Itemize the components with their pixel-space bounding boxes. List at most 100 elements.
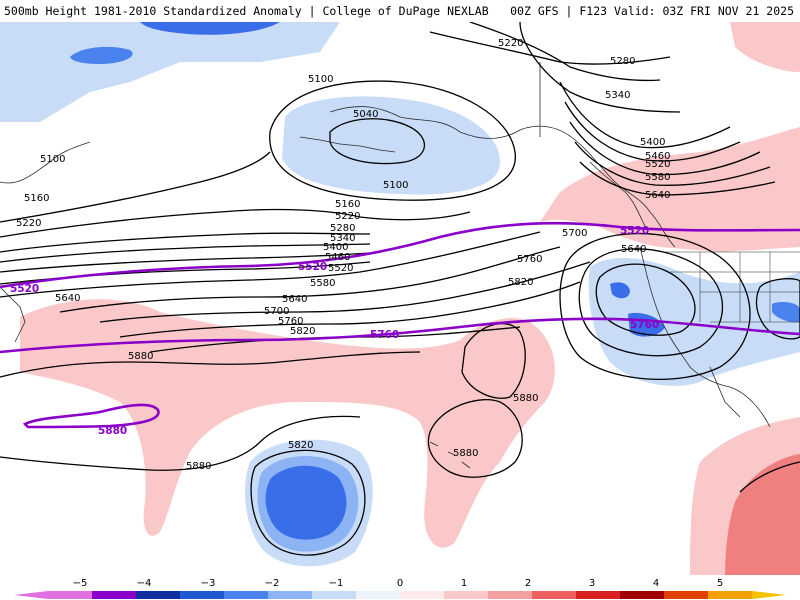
positive-anomaly-ne-corner (730, 22, 800, 72)
contour-jet-3 (0, 232, 371, 253)
label-5280-jet: 5280 (330, 223, 355, 234)
negative-anomaly-goa (282, 96, 500, 195)
label-5100-west: 5100 (40, 154, 65, 165)
contour-low-3 (559, 232, 751, 380)
label-5700-central: 5700 (562, 228, 587, 239)
label-5580-jet: 5580 (310, 278, 335, 289)
label-5220-west: 5220 (16, 218, 41, 229)
label-5820-subtrop: 5820 (288, 440, 313, 451)
color-scale-tick-label: 1 (461, 578, 467, 589)
label-5040-goa: 5040 (353, 109, 378, 120)
color-scale-ticks: −5 −4 −3 −2 −1 0 1 2 3 4 5 (73, 578, 724, 589)
color-scale-segment (708, 591, 753, 599)
label-5520-coast: 5520 (645, 159, 670, 170)
contour-5520-north (569, 121, 761, 176)
purple-label-5760-east: 5760 (630, 319, 659, 331)
anomaly-shading (0, 22, 800, 575)
color-scale-tick-label: −4 (137, 578, 152, 589)
color-scale-segment (224, 591, 269, 599)
color-scale-segment (356, 591, 401, 599)
color-scale-segment (180, 591, 225, 599)
contour-5340-north (519, 22, 681, 113)
baja-coastline (709, 366, 741, 418)
model-valid-time: 00Z GFS | F123 Valid: 03Z FRI NOV 21 202… (510, 4, 794, 18)
contour-se (739, 461, 800, 493)
contour-5640-north (579, 161, 776, 196)
header-bar: 500mb Height 1981-2010 Standardized Anom… (0, 0, 800, 23)
purple-label-5760-mid: 5760 (370, 329, 399, 341)
negative-anomaly-southwest-core (610, 282, 630, 299)
label-5220-jet: 5220 (335, 211, 360, 222)
color-scale-segment (664, 591, 709, 599)
us-west-coastline (639, 246, 771, 428)
map-title: 500mb Height 1981-2010 Standardized Anom… (4, 4, 489, 18)
label-5760-central: 5760 (517, 254, 542, 265)
label-5760-jet: 5760 (278, 316, 303, 327)
label-5580-coast: 5580 (645, 172, 670, 183)
color-scale-tick-label: 5 (717, 578, 723, 589)
contour-5100-goa (269, 80, 516, 201)
color-scale-right-arrow (752, 591, 786, 599)
color-scale-segment (48, 591, 93, 599)
label-5340-north: 5340 (605, 90, 630, 101)
label-5820-central: 5820 (508, 277, 533, 288)
label-5460-jet: 5460 (325, 252, 350, 263)
positive-anomaly-coast (540, 127, 800, 252)
contour-5640-pac (59, 246, 561, 313)
label-5640-coast: 5640 (645, 190, 670, 201)
purple-label-5520-mid: 5520 (298, 261, 327, 273)
alaska-coastline (329, 106, 676, 248)
height-contours (0, 22, 800, 556)
contour-5880-hawaii (427, 398, 523, 478)
contour-5280-north (469, 22, 661, 82)
label-5880-west: 5880 (128, 351, 153, 362)
label-5340-jet: 5340 (330, 233, 355, 244)
contour-5040-goa (329, 118, 426, 165)
negative-anomaly-north-core (70, 46, 133, 64)
label-5460-coast: 5460 (645, 151, 670, 162)
color-scale-tick-label: 3 (589, 578, 595, 589)
contour-5220-north (429, 31, 671, 65)
positive-anomaly-southeast-core (725, 454, 800, 575)
contour-5700-pac (99, 261, 591, 323)
contour-5460-north (564, 101, 741, 162)
label-5820-jet: 5820 (290, 326, 315, 337)
hawaii-islands (429, 441, 471, 469)
color-scale-tick-label: 4 (653, 578, 659, 589)
color-scale-tick-label: 0 (397, 578, 403, 589)
contour-5400-north (559, 81, 731, 149)
label-5880-south: 5880 (186, 461, 211, 472)
contour-low-2 (578, 248, 723, 357)
contour-jet-4 (0, 243, 371, 263)
climatology-contours (0, 221, 800, 429)
label-5880-hawaii-n: 5880 (513, 393, 538, 404)
label-5880-hawaii-s: 5880 (453, 448, 478, 459)
color-scale-segment (92, 591, 137, 599)
contour-5880-west (0, 351, 421, 378)
color-scale-segment (312, 591, 357, 599)
purple-label-5520-west: 5520 (10, 283, 39, 295)
color-scale-segment (444, 591, 489, 599)
label-5160-west: 5160 (24, 193, 49, 204)
contour-5820-subtrop (250, 449, 366, 556)
label-5520-jet: 5520 (328, 263, 353, 274)
kamchatka-coastline (0, 141, 91, 184)
positive-anomaly-central-pacific (20, 299, 555, 548)
purple-label-5880-west: 5880 (98, 425, 127, 437)
color-scale-segment (532, 591, 577, 599)
contour-jet-7 (0, 231, 541, 298)
contour-east-low (755, 278, 800, 340)
aleutian-chain (299, 136, 396, 153)
climatology-labels: 5520 5520 5520 5760 5760 5880 (10, 225, 659, 437)
negative-anomaly-southwest (588, 257, 800, 386)
purple-5520-line (0, 221, 800, 289)
negative-anomaly-north-band (140, 22, 280, 35)
contour-5760-pac (119, 281, 581, 338)
label-5640-west: 5640 (55, 293, 80, 304)
negative-anomaly-subtropical-core (265, 465, 347, 540)
color-scale-segment (620, 591, 665, 599)
purple-5880-line (22, 403, 160, 429)
purple-label-5520-east: 5520 (620, 225, 649, 237)
label-5640-sw: 5640 (621, 244, 646, 255)
label-5400-coast: 5400 (640, 137, 665, 148)
